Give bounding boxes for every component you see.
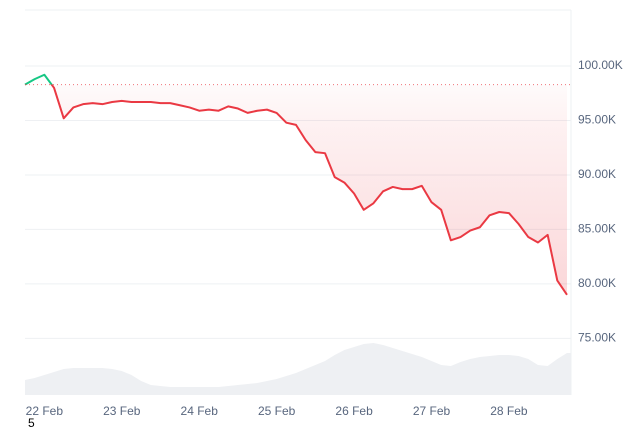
x-tick-label: 25 Feb <box>258 404 296 418</box>
y-tick-label: 95.00K <box>578 113 616 127</box>
x-tick-label: 27 Feb <box>413 404 451 418</box>
x-tick-label: 22 Feb <box>26 404 64 418</box>
x-tick-label: 28 Feb <box>490 404 528 418</box>
price-line <box>24 73 568 296</box>
y-tick-label: 90.00K <box>578 167 616 181</box>
y-tick-label: 75.00K <box>578 331 616 345</box>
y-tick-label: 100.00K <box>578 58 623 72</box>
volume-area <box>25 343 571 395</box>
y-tick-label: 80.00K <box>578 276 616 290</box>
x-tick-label: 24 Feb <box>181 404 219 418</box>
footnote: 5 <box>28 416 35 427</box>
x-tick-label: 23 Feb <box>103 404 141 418</box>
price-area <box>25 74 567 295</box>
y-tick-label: 85.00K <box>578 222 616 236</box>
x-tick-label: 26 Feb <box>335 404 373 418</box>
